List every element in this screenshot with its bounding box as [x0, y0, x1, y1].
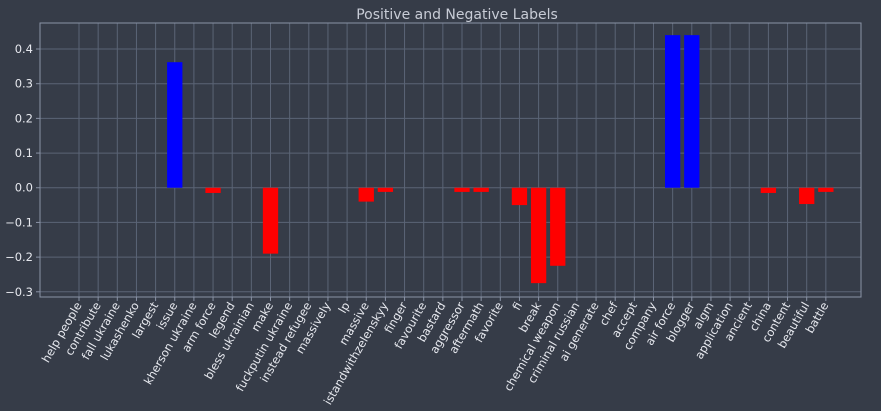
bar — [473, 187, 489, 192]
bar — [262, 187, 279, 254]
y-tick-label: −0.1 — [5, 215, 33, 229]
bar — [205, 187, 221, 193]
bar — [511, 187, 528, 206]
bar — [818, 187, 834, 192]
bar — [530, 187, 547, 284]
y-tick-label: 0.0 — [15, 181, 33, 195]
chart-title: Positive and Negative Labels — [356, 7, 558, 23]
grid — [40, 23, 861, 297]
bar — [665, 35, 681, 188]
y-tick-label: 0.2 — [15, 111, 33, 125]
bar — [550, 187, 566, 266]
y-tick-label: 0.4 — [15, 42, 33, 56]
bar — [454, 187, 470, 192]
plot-frame — [39, 22, 862, 298]
y-axis: 0.4 0.3 0.2 0.1 0.0 −0.1 −0.2 −0.3 — [5, 42, 40, 299]
y-tick-label: −0.2 — [5, 250, 33, 264]
x-tick-label: lp — [335, 300, 352, 316]
bar — [760, 187, 777, 193]
y-tick-label: −0.3 — [5, 285, 33, 299]
bar — [799, 187, 815, 205]
x-tick-label: fi — [509, 300, 525, 313]
bar — [358, 187, 374, 202]
y-tick-label: 0.1 — [15, 146, 33, 160]
bar — [377, 187, 394, 192]
bar — [684, 35, 700, 188]
y-tick-label: 0.3 — [15, 77, 33, 91]
bar — [167, 62, 183, 188]
bars — [167, 35, 834, 284]
